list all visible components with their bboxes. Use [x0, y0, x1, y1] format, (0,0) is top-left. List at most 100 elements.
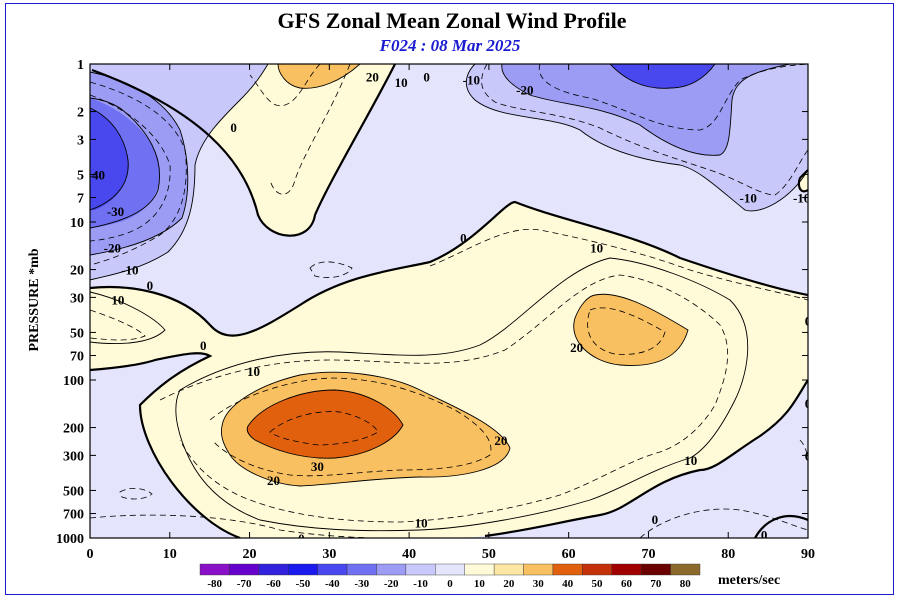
contour-label: 0: [761, 527, 768, 542]
x-tick-label: 90: [801, 547, 815, 562]
colorbar-units: meters/sec: [718, 573, 780, 588]
contour-label: 30: [311, 459, 324, 474]
x-tick-label: 20: [243, 547, 257, 562]
region-20-subtropical: [573, 294, 688, 366]
contour-label: 0: [423, 70, 430, 85]
y-tick-label: 100: [63, 374, 84, 389]
y-tick-label: 7: [77, 192, 84, 207]
colorbar-swatch: [611, 563, 642, 576]
colorbar-label: 0: [447, 578, 453, 590]
region-10-upper-left: [92, 64, 395, 236]
contour-label: -10: [739, 191, 756, 206]
contour-label: -10: [793, 191, 810, 206]
colorbar-label: 30: [533, 578, 545, 590]
contour-label: 10: [415, 516, 428, 531]
contour-label: 10: [395, 75, 408, 90]
solid-contours: [90, 64, 808, 532]
colorbar-label: 50: [592, 578, 604, 590]
region-small-positive-right: [798, 170, 808, 192]
contour-label: 20: [494, 433, 507, 448]
colorbar-label: -50: [296, 578, 311, 590]
y-tick-label: 30: [70, 291, 84, 306]
colorbar-label: -10: [413, 578, 428, 590]
colorbar-label: 10: [474, 578, 486, 590]
contour-label: 20: [366, 70, 379, 85]
y-tick-label: 10: [70, 216, 84, 231]
region-10-left-strato: [90, 292, 165, 344]
colorbar-label: -20: [384, 578, 399, 590]
y-tick-label: 1000: [56, 532, 84, 547]
region-30-jet-core: [247, 390, 403, 459]
contour-label: -10: [463, 72, 480, 87]
figure-frame: [5, 3, 894, 595]
colorbar-swatch: [405, 563, 436, 576]
colorbar: -80 -70 -60 -50 -40 -30 -20 -10 0 10 20 30 40 50 60 70 8…: [199, 563, 701, 590]
y-tick-label: 5: [77, 168, 84, 183]
colorbar-swatch: [582, 563, 612, 576]
contour-label: 10: [111, 293, 124, 308]
zero-contours: [90, 64, 808, 538]
y-tick-label: 300: [63, 449, 84, 464]
colorbar-swatch: [317, 563, 348, 576]
colorbar-swatch: [493, 563, 524, 576]
colorbar-swatch: [464, 563, 495, 576]
colorbar-swatch: [435, 563, 465, 576]
colorbar-label: -40: [325, 578, 340, 590]
region-minus20-right: [501, 64, 790, 156]
colorbar-label: 60: [621, 578, 633, 590]
contour-label: 0: [230, 120, 237, 135]
contour-label: -30: [709, 52, 726, 67]
y-tick-label: 50: [70, 326, 84, 341]
colorbar-swatch: [376, 563, 407, 576]
contour-label: 20: [267, 473, 280, 488]
y-tick-label: 20: [70, 264, 84, 279]
colorbar-swatch: [229, 563, 260, 576]
chart-subtitle: F024 : 08 Mar 2025: [379, 36, 521, 55]
colorbar-label: 20: [503, 578, 515, 590]
contour-label: 0: [805, 396, 812, 411]
y-tick-label: 500: [63, 484, 84, 499]
contour-label: -20: [104, 240, 121, 255]
contour-label: 0: [652, 512, 659, 527]
contour-label: 0: [298, 531, 305, 546]
x-tick-label: 40: [402, 547, 416, 562]
contour-label: -40: [88, 167, 105, 182]
colorbar-swatch: [640, 563, 671, 576]
y-tick-label: 700: [63, 508, 84, 523]
contour-label: 10: [590, 240, 603, 255]
contour-label: 0: [200, 338, 207, 353]
colorbar-swatch: [523, 563, 554, 576]
contour-label: 20: [570, 340, 583, 355]
contour-label: 0: [147, 278, 154, 293]
colorbar-label: 40: [562, 578, 574, 590]
colorbar-label: -80: [207, 578, 222, 590]
y-tick-label: 3: [77, 133, 84, 148]
region-20-upper-left: [278, 64, 360, 89]
contour-label: 10: [684, 453, 697, 468]
contour-label: 10: [247, 364, 260, 379]
colorbar-label: 70: [650, 578, 662, 590]
colorbar-label: -70: [237, 578, 252, 590]
y-tick-label: 200: [63, 422, 84, 437]
colorbar-label: 80: [680, 578, 692, 590]
x-tick-label: 50: [482, 547, 496, 562]
colorbar-swatch: [258, 563, 289, 576]
contour-label: 0: [805, 313, 812, 328]
y-axis-label: PRESSURE *mb: [27, 248, 42, 351]
plot-border: [89, 63, 809, 539]
y-tick-label: 2: [77, 106, 84, 121]
x-tick-label: 30: [322, 547, 336, 562]
colorbar-swatch: [670, 563, 701, 576]
contour-label: -30: [107, 204, 124, 219]
y-tick-label: 70: [70, 350, 84, 365]
x-tick-label: 0: [87, 547, 94, 562]
contour-label: -10: [121, 263, 138, 278]
contour-label: 0: [460, 230, 467, 245]
colorbar-label: -60: [266, 578, 281, 590]
contour-label: -20: [516, 82, 533, 97]
colorbar-swatch: [199, 563, 230, 576]
